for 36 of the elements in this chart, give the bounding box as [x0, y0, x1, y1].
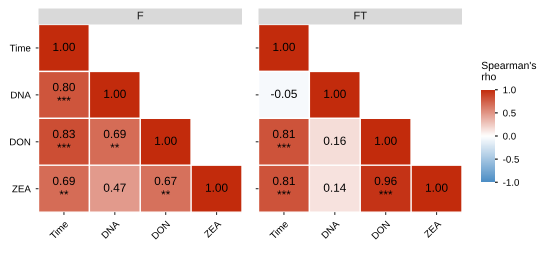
data-label: 1.00 [273, 42, 295, 52]
x-tick-label: Time [269, 220, 289, 240]
data-label: 0.16 [324, 136, 346, 145]
color-bar-label: 0.5 [503, 110, 516, 116]
data-label: 0.69 ** [52, 176, 75, 195]
data-label: 1.00 [53, 42, 75, 52]
data-label: 0.81 *** [272, 176, 295, 195]
data-label: 1.00 [104, 90, 126, 98]
y-tick-label: DNA [11, 92, 31, 98]
x-tick-label: ZEA [424, 220, 442, 238]
x-tick-label: Time [49, 220, 69, 240]
data-label: 0.81 *** [272, 130, 295, 148]
data-label: 1.00 [324, 90, 346, 98]
data-label: 1.00 [155, 136, 177, 145]
data-label: 1.00 [206, 184, 228, 192]
data-label: 0.14 [324, 184, 346, 192]
data-label: -0.05 [271, 90, 297, 98]
color-bar-label: 1.0 [503, 86, 516, 94]
color-bar-label: 0.0 [503, 132, 516, 140]
data-label: 0.67 ** [154, 176, 177, 195]
data-label: 0.83 *** [52, 130, 75, 148]
data-label: 1.00 [375, 136, 397, 145]
y-tick-label: ZEA [12, 186, 31, 192]
data-label: 0.96 *** [374, 176, 397, 195]
data-label: 0.69 ** [104, 130, 126, 148]
y-tick-label: Time [10, 44, 30, 52]
color-bar-label: -1.0 [503, 178, 520, 186]
data-label: 1.00 [426, 184, 448, 192]
chart-title: FT [354, 12, 367, 20]
data-label: 0.80 *** [52, 82, 75, 101]
y-tick-label: DON [10, 138, 30, 146]
color-bar-label: -0.5 [503, 156, 519, 163]
color-bar-title: Spearman's rho [482, 62, 536, 80]
x-tick-label: ZEA [204, 220, 222, 238]
data-label: 0.47 [104, 184, 126, 192]
chart-title: F [138, 12, 144, 20]
